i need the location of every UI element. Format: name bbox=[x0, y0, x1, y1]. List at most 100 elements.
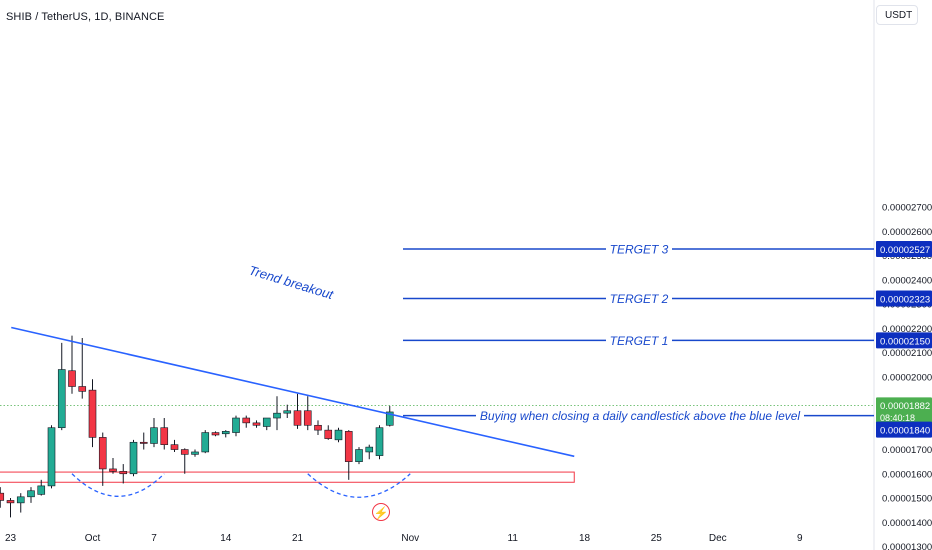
y-tick-label: 0.00001400 bbox=[882, 518, 932, 529]
candle bbox=[109, 458, 117, 474]
candle bbox=[16, 493, 25, 513]
price-badges: 0.00002527 0.00002323 0.00002150 0.00001882… bbox=[876, 241, 932, 438]
target-1-price-badge bbox=[876, 332, 932, 349]
candle bbox=[232, 415, 240, 437]
x-tick-label: 23 bbox=[5, 533, 17, 544]
candle-body bbox=[170, 444, 179, 450]
target-2-price-badge bbox=[876, 290, 932, 307]
candle bbox=[150, 418, 158, 448]
candle bbox=[262, 417, 271, 431]
target-2-label: TERGET 2 bbox=[610, 292, 669, 306]
y-tick-label: 0.00002400 bbox=[882, 275, 932, 286]
candles-layer bbox=[0, 335, 394, 518]
candle-body bbox=[273, 412, 281, 419]
candle-body bbox=[283, 410, 292, 414]
candle bbox=[385, 405, 394, 427]
target-1-price-text: 0.00002150 bbox=[880, 336, 930, 347]
buy-level-label: Buying when closing a daily candlestick … bbox=[480, 409, 801, 423]
x-tick-label: 7 bbox=[151, 533, 157, 544]
candle bbox=[375, 425, 384, 460]
target-3-label: TERGET 3 bbox=[610, 243, 669, 257]
current-price-text: 0.00001882 bbox=[880, 401, 930, 412]
target-3-price-badge bbox=[876, 241, 932, 258]
candle-body bbox=[385, 411, 394, 426]
y-tick-label: 0.00002100 bbox=[882, 348, 932, 359]
candle-body bbox=[365, 446, 374, 453]
candle-body bbox=[119, 471, 128, 475]
candle-body bbox=[98, 437, 107, 470]
candle bbox=[221, 430, 230, 438]
candle bbox=[98, 432, 107, 486]
candle bbox=[78, 338, 87, 399]
candle bbox=[283, 404, 292, 419]
y-tick-label: 0.00001300 bbox=[882, 542, 932, 550]
candle-body bbox=[150, 427, 158, 444]
time-axis[interactable]: 23 Oct 7 14 21 Nov 11 18 25 Dec 9 bbox=[5, 533, 803, 544]
x-tick-label: 21 bbox=[292, 533, 304, 544]
candle-body bbox=[180, 449, 189, 455]
candle-body bbox=[68, 370, 76, 387]
x-tick-label: 25 bbox=[651, 533, 663, 544]
support-zone[interactable] bbox=[0, 471, 575, 483]
x-tick-label: 9 bbox=[797, 533, 803, 544]
candle-body bbox=[160, 427, 169, 445]
cup-arc-1[interactable] bbox=[71, 473, 165, 497]
candle bbox=[37, 479, 46, 496]
x-tick-label: 18 bbox=[579, 533, 591, 544]
target-2-price-text: 0.00002323 bbox=[880, 294, 930, 305]
candle-body bbox=[221, 431, 230, 435]
buy-level-badge bbox=[876, 421, 932, 438]
symbol-title[interactable]: SHIB / TetherUS, 1D, BINANCE bbox=[6, 11, 165, 23]
candle-body bbox=[324, 429, 333, 439]
candle-body bbox=[129, 441, 138, 475]
candle-body bbox=[191, 451, 199, 455]
candle bbox=[355, 447, 363, 465]
candle bbox=[57, 342, 66, 431]
candle-body bbox=[344, 431, 353, 462]
candle bbox=[303, 396, 312, 431]
x-tick-label: Oct bbox=[85, 533, 101, 544]
buy-level-price-text: 0.00001840 bbox=[880, 426, 930, 437]
candle bbox=[344, 430, 353, 480]
candle-body bbox=[78, 386, 87, 392]
candle bbox=[293, 393, 302, 429]
candle-body bbox=[0, 492, 5, 501]
y-tick-label: 0.00002000 bbox=[882, 372, 932, 383]
candle-body bbox=[47, 427, 56, 487]
candle-body bbox=[242, 417, 251, 424]
candle-body bbox=[355, 449, 363, 462]
candle bbox=[334, 427, 343, 443]
candle bbox=[170, 439, 179, 452]
candle-body bbox=[293, 410, 302, 426]
y-tick-label: 0.00002600 bbox=[882, 227, 932, 238]
candle-body bbox=[37, 485, 46, 495]
currency-button[interactable]: USDT bbox=[876, 5, 918, 25]
x-tick-label: 11 bbox=[508, 533, 519, 544]
candle bbox=[139, 432, 148, 450]
candle-body bbox=[6, 500, 15, 504]
candle-body bbox=[314, 424, 322, 431]
drawing-overlays: Trend breakout TERGET 3 TERGET 2 TERGET 1 Bu… bbox=[11, 243, 874, 458]
descending-trendline[interactable] bbox=[11, 326, 575, 458]
candle bbox=[324, 425, 333, 440]
y-tick-label: 0.00001500 bbox=[882, 494, 932, 505]
candle bbox=[88, 379, 97, 448]
x-tick-label: 14 bbox=[220, 533, 232, 544]
candle-body bbox=[232, 417, 240, 433]
candle-body bbox=[57, 369, 66, 429]
candle bbox=[211, 431, 220, 437]
cup-arc-2[interactable] bbox=[307, 473, 411, 498]
target-1-label: TERGET 1 bbox=[610, 334, 669, 348]
x-tick-label: Dec bbox=[709, 533, 727, 544]
current-price-badge bbox=[876, 397, 932, 425]
candle bbox=[191, 449, 199, 457]
candle bbox=[68, 335, 76, 394]
candle bbox=[273, 396, 281, 431]
candle-body bbox=[27, 490, 35, 498]
y-tick-label: 0.00002700 bbox=[882, 203, 932, 214]
candle bbox=[160, 418, 169, 450]
trend-breakout-label: Trend breakout bbox=[247, 263, 336, 303]
lightning-bolt-icon[interactable]: ⚡ bbox=[372, 503, 390, 521]
